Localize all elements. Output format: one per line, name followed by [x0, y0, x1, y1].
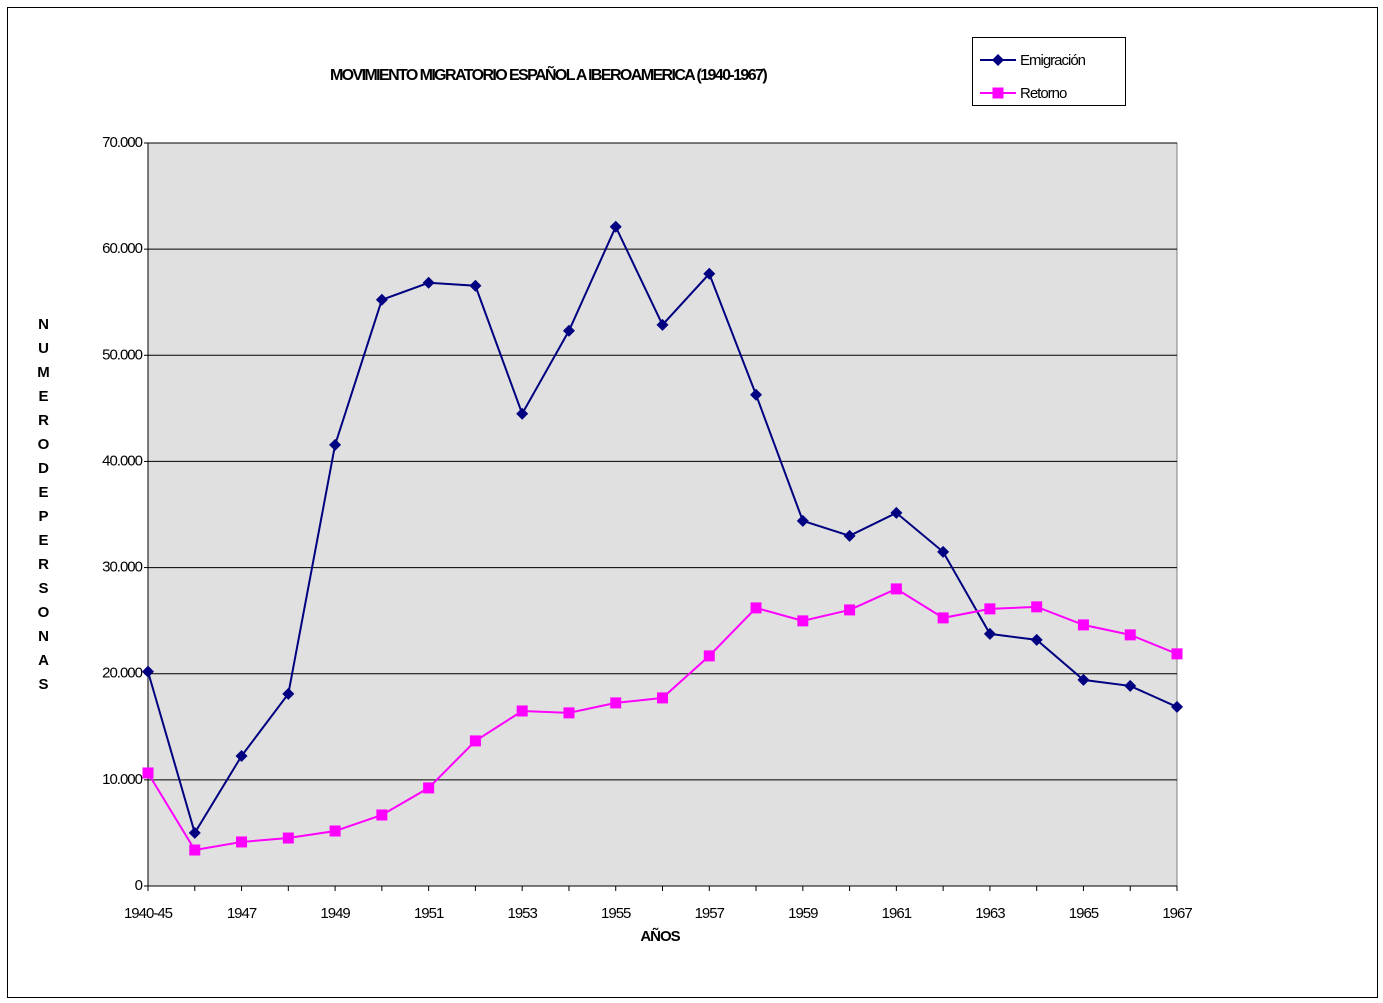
data-point: [282, 832, 294, 844]
data-point: [656, 318, 669, 331]
data-point: [937, 612, 949, 624]
x-tick-label: 1947: [227, 905, 257, 922]
data-point: [937, 545, 950, 558]
x-tick-label: 1963: [975, 905, 1005, 922]
data-point: [1077, 619, 1089, 631]
y-axis-title: NUMERODEPERSONAS: [35, 316, 52, 700]
data-point: [1171, 700, 1183, 713]
frame: [7, 7, 1378, 998]
x-tick-label: 1953: [507, 905, 537, 922]
data-point: [983, 627, 996, 640]
data-point: [469, 735, 481, 747]
x-tick-label: 1967: [1162, 905, 1192, 922]
x-tick-label: 1940-45: [124, 905, 173, 922]
data-point: [376, 809, 388, 821]
data-point: [329, 438, 342, 451]
y-tick-label: 40.000: [102, 452, 143, 469]
data-point: [750, 602, 762, 614]
x-tick-label: 1955: [601, 905, 631, 922]
data-point: [422, 276, 435, 289]
x-tick-label: 1959: [788, 905, 818, 922]
data-point: [1124, 679, 1137, 692]
data-point: [1124, 629, 1136, 641]
data-point: [282, 687, 295, 700]
legend-marker: [992, 87, 1004, 99]
data-point: [189, 844, 201, 856]
data-point: [844, 604, 856, 616]
legend-label: Retorno: [1020, 85, 1067, 102]
data-point: [562, 324, 575, 337]
data-point: [142, 767, 154, 779]
y-tick-label: 70.000: [102, 134, 143, 151]
data-point: [1030, 633, 1043, 646]
data-point: [188, 826, 201, 839]
data-point: [142, 665, 154, 678]
data-point: [610, 697, 622, 709]
legend-marker: [992, 54, 1004, 66]
data-point: [329, 825, 341, 837]
data-point: [890, 583, 902, 595]
x-tick-label: 1949: [320, 905, 350, 922]
y-tick-label: 30.000: [102, 559, 143, 576]
data-point: [797, 615, 809, 627]
data-point: [516, 407, 529, 420]
data-point: [516, 705, 528, 717]
data-point: [1171, 648, 1183, 660]
x-tick-label: 1961: [882, 905, 912, 922]
data-point: [796, 514, 809, 527]
x-tick-label: 1957: [695, 905, 725, 922]
data-point: [423, 782, 435, 794]
data-point: [890, 506, 903, 519]
chart-title: MOVIMIENTO MIGRATORIO ESPAÑOL A IBEROAME…: [330, 64, 767, 84]
data-point: [843, 529, 856, 542]
legend-label: Emigración: [1020, 52, 1086, 69]
x-axis-title: AÑOS: [640, 927, 680, 945]
data-point: [984, 603, 996, 615]
data-point: [657, 692, 668, 704]
data-point: [375, 293, 388, 306]
data-point: [609, 220, 622, 233]
data-point: [750, 388, 763, 401]
data-point: [235, 749, 248, 762]
data-point: [563, 707, 575, 719]
x-tick-label: 1951: [414, 905, 444, 922]
y-tick-label: 60.000: [102, 240, 143, 257]
data-point: [703, 267, 716, 280]
data-point: [236, 836, 248, 848]
y-tick-label: 50.000: [102, 346, 143, 363]
data-point: [1031, 601, 1043, 613]
y-tick-label: 0: [135, 877, 143, 894]
data-point: [469, 279, 482, 292]
data-point: [703, 650, 715, 662]
y-tick-label: 20.000: [102, 665, 143, 682]
data-point: [1077, 673, 1090, 686]
x-tick-label: 1965: [1069, 905, 1099, 922]
plot-area: [147, 142, 1178, 887]
y-tick-label: 10.000: [102, 771, 143, 788]
